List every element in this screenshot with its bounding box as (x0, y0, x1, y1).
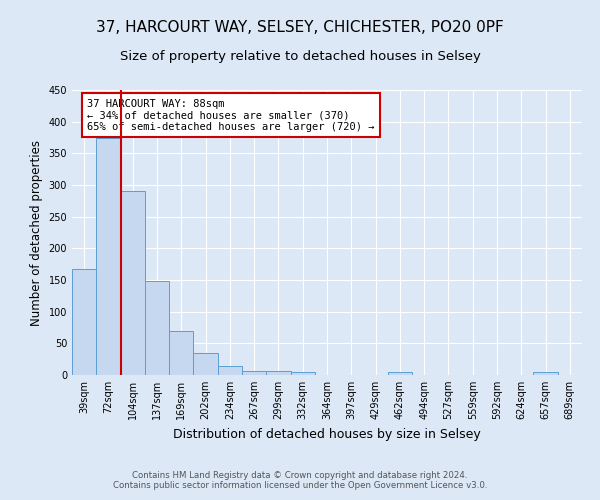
Bar (121, 192, 145, 375)
Bar (242, 370, 266, 375)
Text: Contains HM Land Registry data © Crown copyright and database right 2024.
Contai: Contains HM Land Registry data © Crown c… (113, 470, 487, 490)
Bar (72, 269, 96, 375)
Bar (169, 330, 193, 375)
Bar (388, 372, 412, 375)
Bar (193, 353, 218, 375)
Bar (266, 371, 290, 375)
Y-axis label: Number of detached properties: Number of detached properties (30, 140, 43, 326)
Bar (290, 372, 315, 375)
X-axis label: Distribution of detached houses by size in Selsey: Distribution of detached houses by size … (173, 428, 481, 440)
Bar (533, 372, 558, 375)
Bar (218, 366, 242, 375)
Text: 37 HARCOURT WAY: 88sqm
← 34% of detached houses are smaller (370)
65% of semi-de: 37 HARCOURT WAY: 88sqm ← 34% of detached… (88, 98, 375, 132)
Bar (96, 138, 121, 375)
Text: Size of property relative to detached houses in Selsey: Size of property relative to detached ho… (119, 50, 481, 63)
Bar (145, 280, 169, 375)
Text: 37, HARCOURT WAY, SELSEY, CHICHESTER, PO20 0PF: 37, HARCOURT WAY, SELSEY, CHICHESTER, PO… (96, 20, 504, 35)
